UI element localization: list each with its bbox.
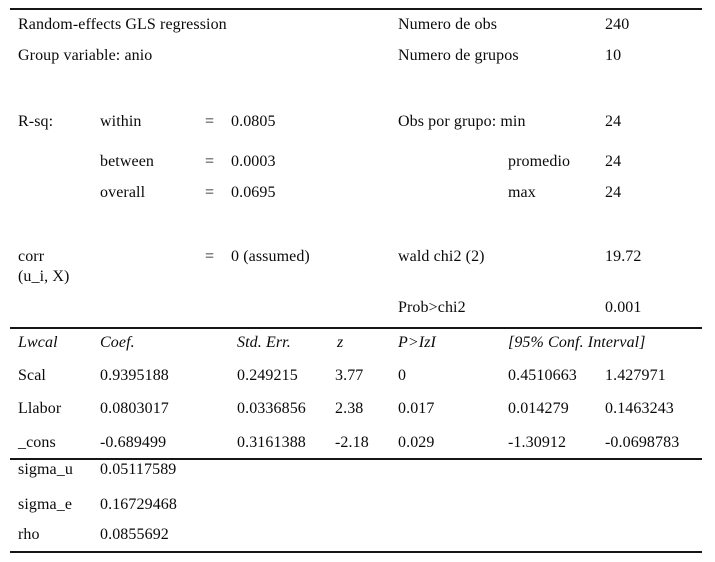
report-title: Random-effects GLS regression — [18, 16, 227, 33]
rsq-between-label: between — [100, 153, 155, 170]
row-se-cell: 0.249215 — [237, 367, 298, 384]
obs-per-group-avg-label: promedio — [508, 153, 571, 170]
rsq-label: R-sq: — [18, 113, 54, 130]
rsq-overall-value: 0.0695 — [231, 184, 276, 201]
row-coef-cell: 0.0803017 — [100, 400, 169, 417]
group-variable: Group variable: anio — [18, 47, 153, 64]
col-header-se: Std. Err. — [237, 334, 291, 351]
corr-value: 0 (assumed) — [231, 248, 310, 265]
corr-label: corr — [18, 248, 45, 265]
num-groups-value: 10 — [605, 47, 622, 64]
corr-sub: (u_i, X) — [18, 268, 70, 285]
bottom-rule — [10, 551, 702, 553]
corr-eq: = — [205, 248, 215, 265]
prob-chi2-value: 0.001 — [605, 299, 642, 316]
col-header-p: P>IzI — [398, 334, 436, 351]
col-header-var: Lwcal — [18, 334, 58, 351]
row-se-cell: 0.3161388 — [237, 434, 306, 451]
row-p-cell: 0.017 — [398, 400, 435, 417]
row-p-cell: 0 — [398, 367, 407, 384]
row-coef-cell: 0.9395188 — [100, 367, 169, 384]
sigma-u-value: 0.05117589 — [100, 461, 177, 478]
row-var-cell: _cons — [18, 434, 56, 451]
row-cilow-cell: 0.014279 — [508, 400, 569, 417]
rho-value: 0.0855692 — [100, 526, 169, 543]
row-cilow-cell: 0.4510663 — [508, 367, 577, 384]
sigma-u-label: sigma_u — [18, 461, 73, 478]
rsq-between-eq: = — [205, 153, 215, 170]
row-var-cell: Llabor — [18, 400, 62, 417]
sigma-e-label: sigma_e — [18, 496, 73, 513]
rho-label: rho — [18, 526, 40, 543]
row-cihigh-cell: 0.1463243 — [605, 400, 674, 417]
wald-chi2-value: 19.72 — [605, 248, 642, 265]
rsq-within-value: 0.0805 — [231, 113, 276, 130]
num-obs-label: Numero de obs — [398, 16, 498, 33]
rsq-within-label: within — [100, 113, 142, 130]
top-rule — [10, 8, 702, 10]
col-header-ci: [95% Conf. Interval] — [508, 334, 646, 351]
col-header-z: z — [337, 334, 344, 351]
obs-per-group-max-value: 24 — [605, 184, 622, 201]
sigma-e-value: 0.16729468 — [100, 496, 177, 513]
obs-per-group-min-label: Obs por grupo: min — [398, 113, 526, 130]
variance-rule — [10, 458, 702, 460]
table-header-rule — [10, 327, 702, 329]
row-z-cell: 3.77 — [335, 367, 364, 384]
num-groups-label: Numero de grupos — [398, 47, 519, 64]
row-z-cell: -2.18 — [335, 434, 369, 451]
row-cilow-cell: -1.30912 — [508, 434, 567, 451]
obs-per-group-max-label: max — [508, 184, 536, 201]
num-obs-value: 240 — [605, 16, 630, 33]
prob-chi2-label: Prob>chi2 — [398, 299, 466, 316]
row-z-cell: 2.38 — [335, 400, 364, 417]
row-se-cell: 0.0336856 — [237, 400, 306, 417]
row-coef-cell: -0.689499 — [100, 434, 167, 451]
col-header-coef: Coef. — [100, 334, 135, 351]
row-p-cell: 0.029 — [398, 434, 435, 451]
row-cihigh-cell: -0.0698783 — [605, 434, 680, 451]
wald-chi2-label: wald chi2 (2) — [398, 248, 485, 265]
obs-per-group-min-value: 24 — [605, 113, 622, 130]
row-cihigh-cell: 1.427971 — [605, 367, 666, 384]
row-var-cell: Scal — [18, 367, 46, 384]
rsq-within-eq: = — [205, 113, 215, 130]
obs-per-group-avg-value: 24 — [605, 153, 622, 170]
rsq-overall-eq: = — [205, 184, 215, 201]
rsq-overall-label: overall — [100, 184, 146, 201]
rsq-between-value: 0.0003 — [231, 153, 276, 170]
